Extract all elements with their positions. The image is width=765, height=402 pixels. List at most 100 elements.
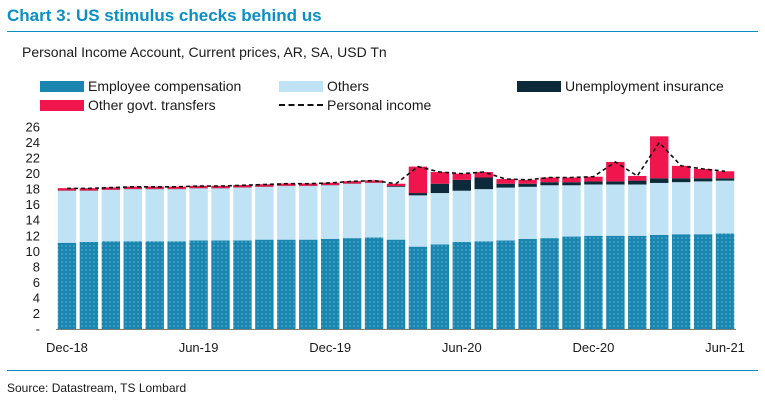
bar-employee — [320, 238, 340, 329]
bar-unemployment — [452, 179, 472, 191]
bar-others — [715, 180, 735, 234]
bar-others — [277, 186, 296, 240]
bar-employee — [145, 241, 164, 329]
bar-unemployment — [540, 182, 559, 186]
bar-employee — [474, 241, 493, 329]
bar-unemployment — [606, 181, 625, 185]
bar-employee — [123, 241, 142, 329]
bar-employee — [167, 241, 186, 329]
legend-swatch-employee — [40, 80, 84, 92]
x-tick-label: Dec-20 — [572, 340, 614, 355]
bar-others — [167, 189, 186, 242]
bar-employee — [277, 239, 296, 329]
bar-employee — [189, 240, 208, 329]
bar-others — [650, 182, 669, 235]
bar-others — [693, 181, 713, 235]
legend-label-personal-income: Personal income — [327, 97, 432, 113]
bars — [57, 136, 735, 329]
bar-employee — [650, 234, 669, 329]
y-tick-label: 10 — [26, 244, 40, 259]
bar-employee — [496, 240, 515, 329]
bar-others — [189, 188, 208, 241]
bar-other_transfers — [57, 188, 77, 191]
bar-other_transfers — [145, 186, 164, 189]
bar-other_transfers — [540, 177, 559, 183]
bar-employee — [584, 235, 603, 329]
y-tick-label: 24 — [26, 135, 40, 150]
bar-other_transfers — [496, 179, 515, 184]
bar-others — [211, 188, 230, 241]
bar-employee — [233, 240, 252, 329]
legend-item-other-transfers: Other govt. transfers — [40, 96, 216, 114]
y-tick-label: 26 — [26, 120, 40, 135]
bar-others — [671, 182, 691, 235]
bar-other_transfers — [474, 172, 493, 178]
bar-unemployment — [430, 183, 450, 194]
y-tick-label: 22 — [26, 151, 40, 166]
bar-other_transfers — [452, 173, 472, 180]
y-tick-label: 18 — [26, 182, 40, 197]
bar-others — [233, 187, 252, 241]
bar-other_transfers — [342, 181, 362, 184]
bar-other_transfers — [79, 188, 99, 191]
bar-employee — [606, 235, 625, 329]
bar-employee — [57, 242, 77, 329]
bar-other_transfers — [320, 182, 340, 186]
bar-others — [79, 190, 99, 242]
y-tick-label: 4 — [33, 290, 40, 305]
source-note: Source: Datastream, TS Lombard — [7, 381, 187, 395]
bar-unemployment — [562, 182, 581, 186]
legend-label-employee: Employee compensation — [88, 78, 242, 94]
bar-employee — [430, 244, 450, 329]
bar-unemployment — [693, 178, 713, 182]
bar-others — [320, 185, 340, 239]
y-tick-label: 8 — [33, 259, 40, 274]
bar-other_transfers — [123, 186, 142, 189]
bar-employee — [364, 237, 384, 329]
bar-employee — [299, 239, 318, 329]
bar-others — [101, 189, 121, 242]
bar-other_transfers — [671, 165, 691, 179]
y-tick-label: 12 — [26, 228, 40, 243]
bar-other_transfers — [167, 186, 186, 189]
x-tick-label: Dec-18 — [46, 340, 88, 355]
y-tick-label: 14 — [26, 213, 40, 228]
bar-others — [518, 186, 537, 239]
bar-unemployment — [715, 178, 735, 181]
bar-others — [386, 186, 406, 240]
bar-employee — [79, 241, 99, 329]
bar-other_transfers — [386, 183, 406, 187]
bar-unemployment — [584, 181, 603, 185]
bar-other_transfers — [408, 166, 428, 194]
bar-employee — [342, 238, 362, 329]
bar-others — [145, 189, 164, 242]
x-tick-label: Dec-19 — [309, 340, 351, 355]
bar-other_transfers — [606, 161, 625, 182]
bar-employee — [452, 241, 472, 329]
bar-employee — [540, 238, 559, 329]
chart-subtitle: Personal Income Account, Current prices,… — [22, 44, 387, 60]
bar-unemployment — [628, 180, 647, 185]
bar-others — [342, 183, 362, 239]
bar-employee — [255, 239, 274, 329]
bar-others — [628, 184, 647, 236]
bar-employee — [518, 238, 537, 329]
bar-others — [255, 186, 274, 240]
bar-employee — [671, 234, 691, 329]
bar-other_transfers — [211, 185, 230, 189]
bar-other_transfers — [715, 171, 735, 179]
bar-other_transfers — [430, 172, 450, 184]
x-tick-label: Jun-21 — [705, 340, 745, 355]
bar-unemployment — [496, 183, 515, 188]
personal-income-line-group — [66, 141, 726, 190]
bar-unemployment — [671, 178, 691, 183]
bar-unemployment — [650, 178, 669, 183]
bar-others — [299, 186, 318, 240]
bar-other_transfers — [101, 187, 121, 190]
bar-other_transfers — [364, 180, 384, 183]
legend-swatch-other-transfers — [40, 99, 84, 111]
legend-item-personal-income: Personal income — [279, 96, 431, 114]
legend-label-others: Others — [327, 78, 370, 94]
bar-others — [474, 189, 493, 242]
